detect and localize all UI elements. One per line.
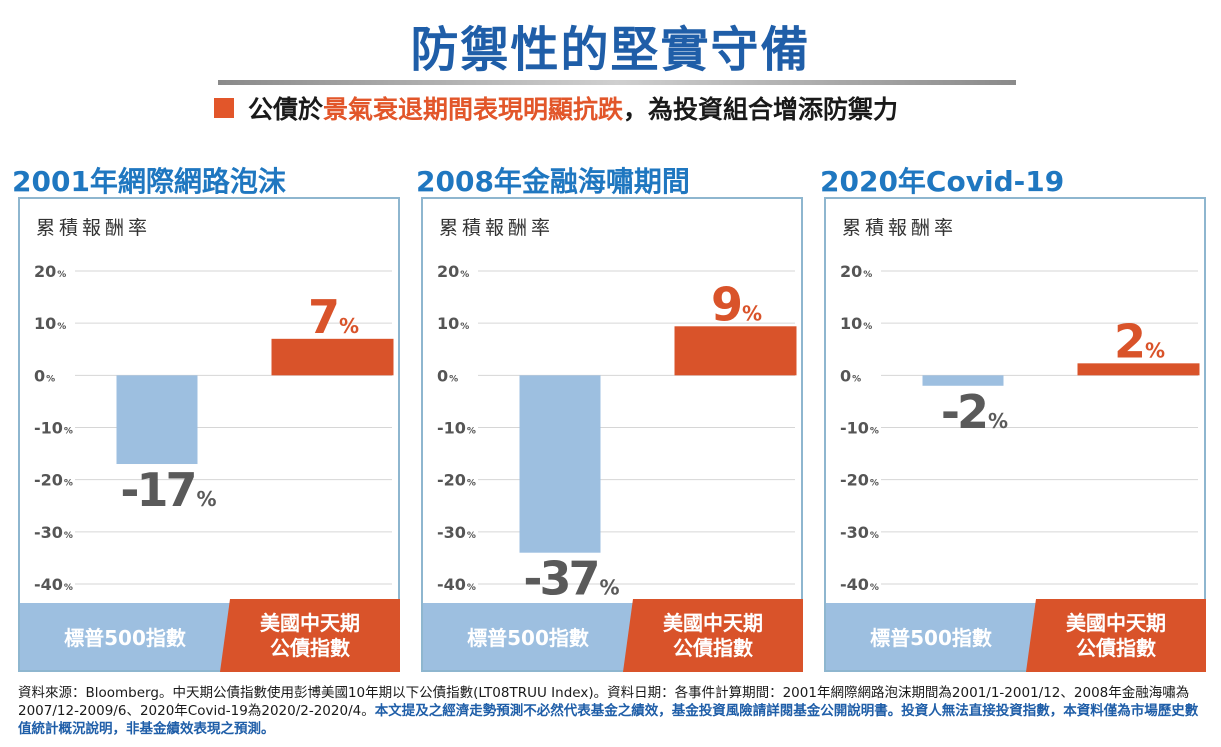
y-tick-label: -40% bbox=[34, 575, 73, 594]
y-tick-label: 20% bbox=[34, 262, 66, 281]
y-tick-label: -40% bbox=[840, 575, 879, 594]
data-label-sp500: -17% bbox=[120, 463, 216, 517]
title-divider bbox=[218, 80, 1016, 85]
bar-bond bbox=[674, 326, 797, 376]
source-note: 資料來源：Bloomberg。中天期公債指數使用彭博美國10年期以下公債指數(L… bbox=[18, 684, 1208, 738]
y-tick-label: -30% bbox=[840, 523, 879, 542]
category-label-bond-line2: 公債指數 bbox=[1076, 635, 1156, 660]
y-tick-label: -20% bbox=[840, 471, 879, 490]
y-tick-label: 10% bbox=[840, 314, 872, 333]
y-tick-label: -20% bbox=[34, 471, 73, 490]
bar-bond bbox=[271, 338, 394, 376]
y-tick-label: -10% bbox=[840, 419, 879, 438]
chart-panel-2001: 累積報酬率 20% 10% 0% -10% -20% -30% -40% -17% 7% 標普5… bbox=[18, 197, 400, 672]
panel-title-2001: 2001年網際網路泡沫 bbox=[12, 165, 286, 198]
bar-sp500 bbox=[519, 375, 601, 553]
category-label-bond-line1: 美國中天期 bbox=[663, 610, 763, 635]
category-label-bond-line1: 美國中天期 bbox=[260, 610, 360, 635]
category-label-sp500: 標普500指數 bbox=[20, 603, 230, 670]
data-label-bond: 7% bbox=[308, 290, 359, 344]
data-label-bond: 9% bbox=[711, 277, 762, 331]
data-label-sp500: -2% bbox=[941, 385, 1008, 439]
category-label-sp500: 標普500指數 bbox=[423, 603, 633, 670]
panel-title-2008: 2008年金融海嘯期間 bbox=[416, 165, 690, 198]
subtitle-post: ，為投資組合增添防禦力 bbox=[623, 95, 899, 124]
y-tick-label: -40% bbox=[437, 575, 476, 594]
bar-sp500 bbox=[922, 375, 1004, 386]
y-tick-label: -30% bbox=[437, 523, 476, 542]
subtitle-highlight: 景氣衰退期間表現明顯抗跌 bbox=[323, 95, 624, 124]
y-axis-title: 累積報酬率 bbox=[439, 217, 555, 239]
y-tick-label: 20% bbox=[840, 262, 872, 281]
y-tick-label: 20% bbox=[437, 262, 469, 281]
y-tick-label: -20% bbox=[437, 471, 476, 490]
category-label-bond: 美國中天期 公債指數 bbox=[623, 599, 803, 672]
category-label-bond: 美國中天期 公債指數 bbox=[220, 599, 400, 672]
y-tick-label: 0% bbox=[840, 366, 861, 385]
category-label-bond: 美國中天期 公債指數 bbox=[1026, 599, 1206, 672]
category-label-bond-line2: 公債指數 bbox=[673, 635, 753, 660]
chart-panel-2020: 累積報酬率 20% 10% 0% -10% -20% -30% -40% -2% 2% 標普50… bbox=[824, 197, 1206, 672]
category-label-sp500: 標普500指數 bbox=[826, 603, 1036, 670]
square-bullet-icon bbox=[214, 98, 234, 118]
data-label-sp500: -37% bbox=[523, 552, 619, 606]
category-label-bond-line1: 美國中天期 bbox=[1066, 610, 1166, 635]
category-label-bond-line2: 公債指數 bbox=[270, 635, 350, 660]
chart-panel-2008: 累積報酬率 20% 10% 0% -10% -20% -30% -40% -37% 9% 標普5… bbox=[421, 197, 803, 672]
y-tick-label: 0% bbox=[34, 366, 55, 385]
data-label-bond: 2% bbox=[1114, 314, 1165, 368]
chart-svg-2001: 20% 10% 0% -10% -20% -30% -40% -17 % 7% bbox=[34, 262, 394, 594]
page-title: 防禦性的堅實守備 bbox=[410, 22, 811, 78]
y-tick-label: 10% bbox=[437, 314, 469, 333]
y-tick-label: 10% bbox=[34, 314, 66, 333]
y-tick-label: -30% bbox=[34, 523, 73, 542]
y-axis-title: 累積報酬率 bbox=[36, 217, 152, 239]
y-tick-label: 0% bbox=[437, 366, 458, 385]
bar-sp500 bbox=[116, 375, 198, 465]
source-text: 資料來源：Bloomberg。中天期公債指數使用彭博美國10年期以下公債指數(L… bbox=[18, 685, 1190, 719]
subtitle-pre: 公債於 bbox=[248, 95, 324, 124]
bar-bond bbox=[1077, 363, 1200, 376]
y-axis-title: 累積報酬率 bbox=[842, 217, 958, 239]
panel-title-2020: 2020年Covid-19 bbox=[820, 165, 1065, 198]
y-tick-label: -10% bbox=[437, 419, 476, 438]
subtitle: 公債於景氣衰退期間表現明顯抗跌，為投資組合增添防禦力 bbox=[214, 92, 898, 128]
disclaimer-text: 本文提及之經濟走勢預測不必然代表基金之績效，基金投資風險請詳閱基金公開說明書。投… bbox=[18, 703, 1199, 737]
chart-svg-2008: 20% 10% 0% -10% -20% -30% -40% -37 % 9% bbox=[437, 262, 797, 606]
y-tick-label: -10% bbox=[34, 419, 73, 438]
chart-svg-2020: 20% 10% 0% -10% -20% -30% -40% -2 % 2% bbox=[840, 262, 1200, 594]
